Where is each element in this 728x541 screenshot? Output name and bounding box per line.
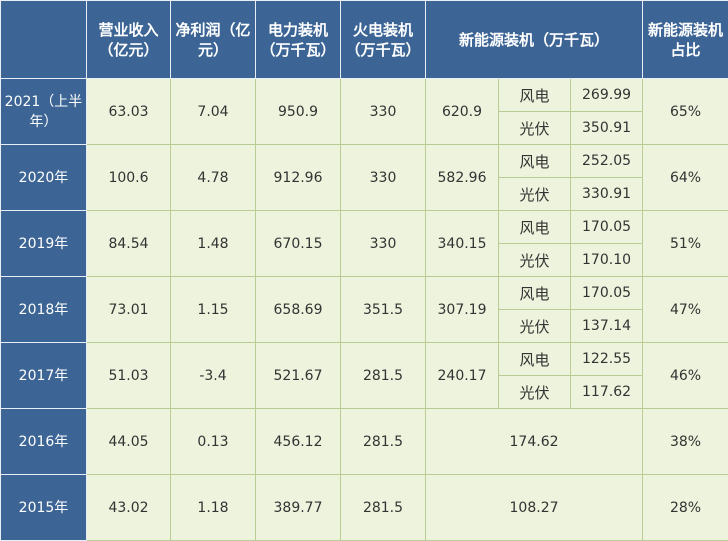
header-revenue: 营业收入（亿元） xyxy=(86,0,171,79)
wind-value-cell: 122.55 xyxy=(569,342,644,376)
table-subrow: 光伏 170.10 xyxy=(1,243,728,277)
power-capacity-cell: 456.12 xyxy=(255,408,341,475)
new-energy-share-cell: 65% xyxy=(642,78,728,145)
profit-cell: 7.04 xyxy=(170,78,256,145)
revenue-cell: 43.02 xyxy=(86,474,171,541)
solar-label-cell: 光伏 xyxy=(498,309,571,343)
new-energy-share-cell: 64% xyxy=(642,144,728,211)
solar-label-cell: 光伏 xyxy=(498,375,571,409)
table-subrow: 光伏 117.62 xyxy=(1,375,728,409)
table-row: 2018年 73.01 1.15 658.69 351.5 307.19 风电 170.05 4… xyxy=(0,276,728,343)
table-row: 2016年 44.05 0.13 456.12 281.5 174.62 38% xyxy=(0,408,728,475)
wind-label-cell: 风电 xyxy=(498,78,571,112)
wind-label-cell: 风电 xyxy=(498,144,571,178)
thermal-capacity-cell: 330 xyxy=(340,78,426,145)
power-capacity-cell: 912.96 xyxy=(255,144,341,211)
power-capacity-cell: 658.69 xyxy=(255,276,341,343)
new-energy-total-cell: 307.19 xyxy=(425,276,499,343)
year-cell: 2016年 xyxy=(0,408,87,475)
table-row: 2021（上半年） 63.03 7.04 950.9 330 620.9 风电 269.99 6… xyxy=(0,78,728,145)
solar-value-cell: 170.10 xyxy=(569,243,644,277)
power-capacity-cell: 950.9 xyxy=(255,78,341,145)
table-row: 2015年 43.02 1.18 389.77 281.5 108.27 28% xyxy=(0,474,728,541)
power-capacity-cell: 521.67 xyxy=(255,342,341,409)
wind-label-cell: 风电 xyxy=(498,342,571,376)
profit-cell: 4.78 xyxy=(170,144,256,211)
thermal-capacity-cell: 281.5 xyxy=(340,342,426,409)
year-cell: 2020年 xyxy=(0,144,87,211)
revenue-cell: 100.6 xyxy=(86,144,171,211)
new-energy-total-cell: 582.96 xyxy=(425,144,499,211)
revenue-cell: 51.03 xyxy=(86,342,171,409)
year-cell: 2018年 xyxy=(0,276,87,343)
solar-value-cell: 117.62 xyxy=(569,375,644,409)
profit-cell: 1.15 xyxy=(170,276,256,343)
wind-value-cell: 252.05 xyxy=(569,144,644,178)
solar-value-cell: 350.91 xyxy=(569,111,644,145)
new-energy-share-cell: 51% xyxy=(642,210,728,277)
revenue-cell: 84.54 xyxy=(86,210,171,277)
profit-cell: -3.4 xyxy=(170,342,256,409)
solar-label-cell: 光伏 xyxy=(498,177,571,211)
new-energy-total-cell: 240.17 xyxy=(425,342,499,409)
profit-cell: 1.18 xyxy=(170,474,256,541)
table-subrow: 光伏 350.91 xyxy=(1,111,728,145)
header-row: 营业收入（亿元） 净利润（亿元） 电力装机（万千瓦） 火电装机（万千瓦） 新能源… xyxy=(0,0,728,79)
table-row: 2019年 84.54 1.48 670.15 330 340.15 风电 170.05 51% xyxy=(0,210,728,277)
header-power-capacity: 电力装机（万千瓦） xyxy=(255,0,341,79)
header-new-energy-share: 新能源装机占比 xyxy=(642,0,728,79)
solar-value-cell: 137.14 xyxy=(569,309,644,343)
profit-cell: 1.48 xyxy=(170,210,256,277)
wind-label-cell: 风电 xyxy=(498,276,571,310)
table-subrow: 光伏 137.14 xyxy=(1,309,728,343)
revenue-cell: 44.05 xyxy=(86,408,171,475)
wind-label-cell: 风电 xyxy=(498,210,571,244)
power-capacity-cell: 670.15 xyxy=(255,210,341,277)
solar-label-cell: 光伏 xyxy=(498,243,571,277)
solar-label-cell: 光伏 xyxy=(498,111,571,145)
thermal-capacity-cell: 351.5 xyxy=(340,276,426,343)
year-cell: 2015年 xyxy=(0,474,87,541)
wind-value-cell: 269.99 xyxy=(569,78,644,112)
new-energy-total-cell: 174.62 xyxy=(424,408,644,475)
wind-value-cell: 170.05 xyxy=(569,276,644,310)
header-profit: 净利润（亿元） xyxy=(170,0,256,79)
new-energy-share-cell: 38% xyxy=(642,408,728,475)
table-subrow: 光伏 330.91 xyxy=(1,177,728,211)
table-row: 2017年 51.03 -3.4 521.67 281.5 240.17 风电 122.55 4… xyxy=(0,342,728,409)
thermal-capacity-cell: 330 xyxy=(340,210,426,277)
profit-cell: 0.13 xyxy=(170,408,256,475)
revenue-cell: 73.01 xyxy=(86,276,171,343)
power-capacity-cell: 389.77 xyxy=(255,474,341,541)
thermal-capacity-cell: 330 xyxy=(340,144,426,211)
header-thermal-capacity: 火电装机（万千瓦） xyxy=(340,0,426,79)
new-energy-share-cell: 47% xyxy=(642,276,728,343)
new-energy-share-cell: 28% xyxy=(642,474,728,541)
year-cell: 2017年 xyxy=(0,342,87,409)
new-energy-total-cell: 620.9 xyxy=(425,78,499,145)
year-cell: 2021（上半年） xyxy=(0,78,87,145)
table-row: 2020年 100.6 4.78 912.96 330 582.96 风电 252.05 64% xyxy=(0,144,728,211)
new-energy-total-cell: 340.15 xyxy=(425,210,499,277)
year-cell: 2019年 xyxy=(0,210,87,277)
header-new-energy-capacity: 新能源装机（万千瓦） xyxy=(424,0,644,79)
thermal-capacity-cell: 281.5 xyxy=(340,474,426,541)
solar-value-cell: 330.91 xyxy=(569,177,644,211)
new-energy-total-cell: 108.27 xyxy=(424,474,644,541)
header-corner xyxy=(0,0,87,79)
wind-value-cell: 170.05 xyxy=(569,210,644,244)
thermal-capacity-cell: 281.5 xyxy=(340,408,426,475)
new-energy-share-cell: 46% xyxy=(642,342,728,409)
revenue-cell: 63.03 xyxy=(86,78,171,145)
